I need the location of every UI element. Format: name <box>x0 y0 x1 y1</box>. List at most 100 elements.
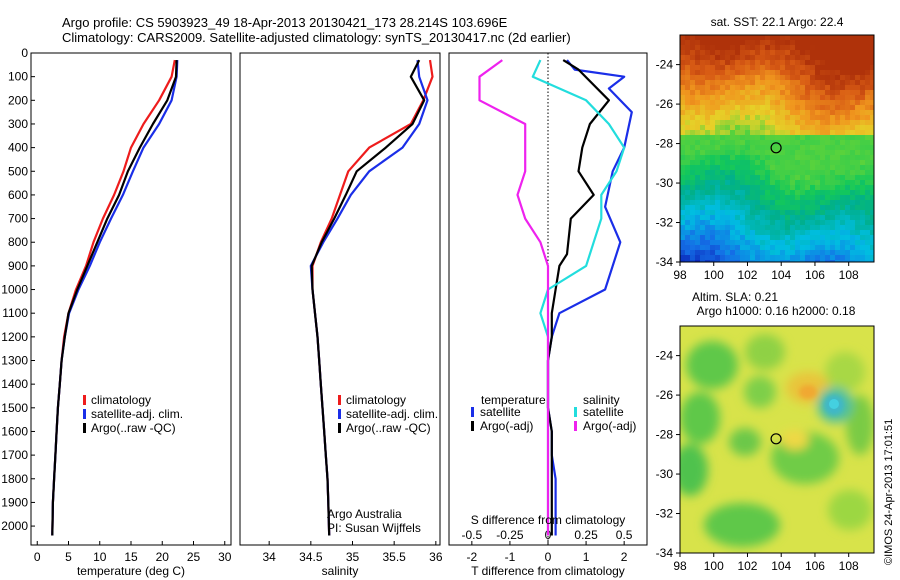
argo-float-marker <box>770 433 782 445</box>
series-line-salinity-argo-adj- <box>478 59 550 536</box>
legend-entry-label: Argo(..raw -QC) <box>91 421 176 435</box>
imos-watermark: ©IMOS 24-Apr-2013 17:01:51 <box>883 419 895 565</box>
map-y-tick-label: -24 <box>656 58 674 72</box>
y-tick-label: 200 <box>8 93 28 107</box>
map-x-tick-label: 106 <box>805 559 825 573</box>
x-tick-label: 34.5 <box>299 550 323 564</box>
y-tick-label: 0 <box>21 46 28 60</box>
map-y-tick-label: -24 <box>656 349 674 363</box>
sla-map-title: Altim. SLA: 0.21 <box>692 290 778 304</box>
header-title-line2: Climatology: CARS2009. Satellite-adjuste… <box>62 30 571 45</box>
y-tick-label: 900 <box>8 259 28 273</box>
x-tick-label: 0 <box>545 550 552 564</box>
series-line-satellite-adj-clim- <box>51 60 179 536</box>
x-tick-label-salinity: -0.25 <box>496 528 524 542</box>
x-tick-label: 2 <box>621 550 628 564</box>
x-tick-label: 15 <box>124 550 138 564</box>
salinity-xlabel: salinity <box>322 564 359 578</box>
map-x-tick-label: 98 <box>673 268 687 282</box>
legend-label: Argo(-adj) <box>480 419 533 433</box>
salinity-axes-frame <box>239 52 441 546</box>
difference-xlabel: T difference from climatology <box>471 564 625 578</box>
series-line-argo-raw-qc- <box>310 59 426 536</box>
legend-entry-swatch <box>338 423 341 433</box>
x-tick-label: 36 <box>429 550 443 564</box>
difference-legend: temperature salinitysatelliteArgo(-adj)sa… <box>471 393 636 433</box>
salinity-panel: 34 34.5 35 35.5 36 salinity climatologysatel… <box>239 52 443 578</box>
map-y-tick-label: -34 <box>656 546 674 560</box>
legend-swatch <box>574 407 577 417</box>
legend-swatch <box>471 421 474 431</box>
series-line-temperature-argo-adj- <box>546 59 611 536</box>
x-tick-label: 34 <box>262 550 276 564</box>
y-tick-label: 1100 <box>2 306 28 320</box>
sst-map-panel: sat. SST: 22.1 Argo: 22.4 98 100 102 104 106… <box>656 15 875 282</box>
legend-entry-label: satellite-adj. clim. <box>91 407 183 421</box>
legend-title-salinity: salinity <box>583 393 620 407</box>
map-y-tick-label: -28 <box>656 137 674 151</box>
sla-heatmap <box>680 326 874 553</box>
y-tick-label: 2000 <box>1 519 28 533</box>
temperature-y-axis: 0 100 200 300 400 500 600 700 800 900 1000 1100 1200… <box>1 46 35 533</box>
annotation-pi-name: PI: Susan Wijffels <box>327 521 421 535</box>
legend-entry-swatch <box>83 395 86 405</box>
y-tick-label: 1200 <box>1 330 28 344</box>
sla-map-frame <box>679 325 875 554</box>
legend-entry-label: Argo(..raw -QC) <box>346 421 431 435</box>
difference-xlabel-top: S difference from climatology <box>471 513 626 527</box>
temperature-series <box>51 59 179 536</box>
y-tick-label: 500 <box>8 164 28 178</box>
y-tick-label: 100 <box>8 70 28 84</box>
y-tick-label: 1800 <box>1 472 28 486</box>
map-x-tick-label: 102 <box>737 559 757 573</box>
legend-swatch <box>471 407 474 417</box>
series-line-climatology <box>51 59 176 536</box>
legend-entry-swatch <box>338 409 341 419</box>
legend-entry-label: satellite-adj. clim. <box>346 407 438 421</box>
salinity-x-axis: 34 34.5 35 35.5 36 <box>262 541 443 564</box>
temperature-axes-frame <box>30 52 232 546</box>
temperature-panel: 0100200300400500600700800900100011001200… <box>1 46 231 578</box>
x-tick-label: 35 <box>346 550 360 564</box>
map-x-tick-label: 98 <box>673 559 687 573</box>
map-x-tick-label: 100 <box>704 559 724 573</box>
legend-entry-swatch <box>83 409 86 419</box>
legend-entry-swatch <box>83 423 86 433</box>
map-y-tick-label: -28 <box>656 428 674 442</box>
temperature-x-axis: 0 5 10 15 20 25 30 <box>34 541 232 564</box>
y-tick-label: 1700 <box>1 448 28 462</box>
y-tick-label: 300 <box>8 117 28 131</box>
y-tick-label: 700 <box>8 212 28 226</box>
map-y-tick-label: -34 <box>656 255 674 269</box>
x-tick-label: 35.5 <box>382 550 406 564</box>
header-title-line1: Argo profile: CS 5903923_49 18-Apr-2013 … <box>62 15 508 30</box>
sla-low-center <box>829 399 839 409</box>
map-x-tick-label: 100 <box>704 268 724 282</box>
y-tick-label: 600 <box>8 188 28 202</box>
x-tick-label: -1 <box>505 550 516 564</box>
salinity-series <box>309 59 434 536</box>
sla-map-panel: Altim. SLA: 0.21 Argo h1000: 0.16 h2000:… <box>656 290 895 573</box>
sst-map-frame <box>679 34 875 263</box>
legend-entry-swatch <box>338 395 341 405</box>
map-x-tick-label: 104 <box>771 559 791 573</box>
y-tick-label: 1400 <box>1 377 28 391</box>
argo-float-marker <box>770 142 782 154</box>
x-tick-label: 20 <box>156 550 170 564</box>
series-line-salinity-satellite <box>531 59 626 536</box>
difference-panel: -2 -1 0 1 2-0.5 -0.25 0 0.25 0.5 S difference fr… <box>448 52 648 578</box>
legend-title-temperature: temperature <box>481 393 546 407</box>
x-tick-label: -2 <box>467 550 478 564</box>
series-line-temperature-satellite <box>546 59 633 536</box>
temperature-xlabel: temperature (deg C) <box>77 564 185 578</box>
map-y-tick-label: -30 <box>656 467 674 481</box>
map-x-tick-label: 108 <box>839 268 859 282</box>
map-x-tick-label: 102 <box>737 268 757 282</box>
legend-entry-label: climatology <box>91 393 151 407</box>
map-x-tick-label: 108 <box>839 559 859 573</box>
sst-map-title: sat. SST: 22.1 Argo: 22.4 <box>711 15 844 29</box>
legend-entry-label: climatology <box>346 393 406 407</box>
